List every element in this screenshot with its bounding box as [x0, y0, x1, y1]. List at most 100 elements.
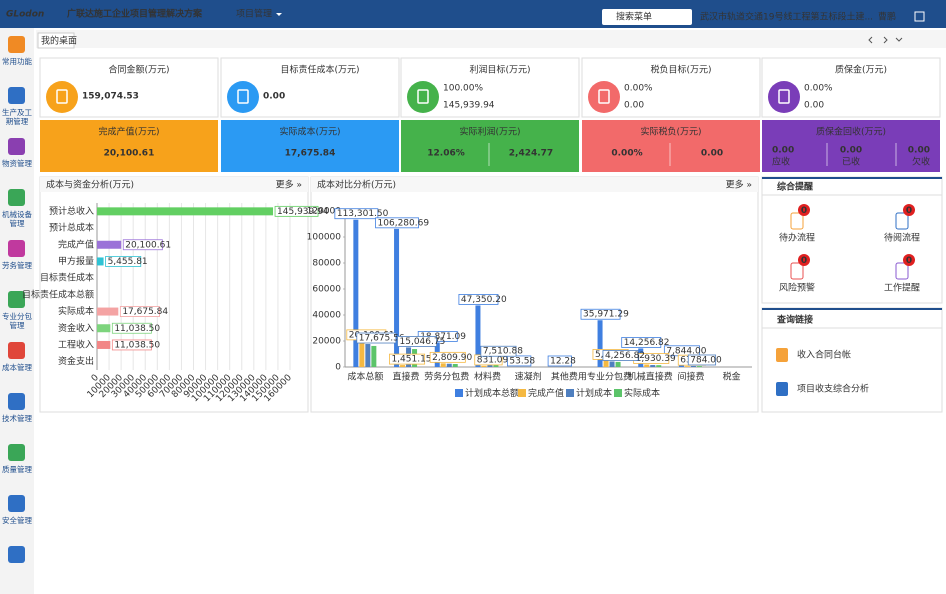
chart-panel [39, 176, 309, 413]
value-label-box [111, 322, 152, 334]
project-select[interactable]: 武汉市轨道交通19号线工程第五标段土建... [700, 11, 873, 23]
value-label: 5,455.81 [108, 257, 148, 267]
nav-item[interactable]: 生产及工期管理 [2, 108, 32, 126]
y-tick-label: 完成产值 [58, 238, 94, 250]
kpi-value: 0.00 [908, 146, 930, 156]
nav-item[interactable]: 物资管理 [2, 159, 32, 168]
bar [475, 305, 481, 367]
nav-item[interactable]: 劳务管理 [2, 261, 32, 270]
x-tick-label: 其他费用 [551, 371, 587, 383]
search-input[interactable]: 搜索菜单 [616, 11, 652, 23]
more-link[interactable]: 更多 » [726, 179, 752, 191]
card-value: 0.00 [624, 101, 644, 111]
menu[interactable]: 项目管理 [236, 8, 272, 20]
bar [97, 307, 119, 316]
value-label: 831.09 [477, 355, 509, 365]
card-icon-glyph [598, 89, 610, 104]
kpi-value: 20,100.61 [104, 149, 155, 159]
card-icon [407, 81, 439, 113]
y-tick-label: 80000 [312, 259, 341, 269]
value-label-box [274, 205, 319, 217]
bar [684, 366, 690, 367]
reminder-icon [790, 262, 804, 280]
panel-accent [762, 177, 942, 179]
panel-accent [762, 308, 942, 310]
reminder-label[interactable]: 待办流程 [779, 232, 815, 244]
nav-item[interactable]: 常用功能 [2, 57, 32, 66]
nav-item[interactable]: 质量管理 [2, 465, 32, 474]
bar [365, 344, 371, 367]
nav-icon [8, 393, 25, 410]
bar [656, 365, 662, 367]
y-tick-label: 预计总成本 [49, 222, 94, 234]
badge-count: 0 [906, 256, 912, 266]
tab-bar [36, 30, 946, 48]
y-tick-label: 目标责任成本总额 [22, 288, 94, 300]
bar [97, 207, 274, 216]
panel-title: 综合提醒 [777, 181, 813, 193]
y-tick-label: 40000 [312, 311, 341, 321]
nav-item[interactable]: 安全管理 [2, 516, 32, 525]
value-label-box [602, 350, 639, 361]
value-label-box [480, 345, 517, 357]
legend-label: 计划成本 [576, 387, 612, 399]
nav-item[interactable]: 专业分包管理 [2, 312, 32, 330]
reminder-label[interactable]: 待阅流程 [884, 232, 920, 244]
value-label-box [580, 308, 621, 320]
bar [97, 340, 111, 349]
y-tick-label: 100000 [307, 233, 342, 243]
value-label: 53.58 [509, 356, 535, 366]
card-icon [227, 81, 259, 113]
value-label: 47,350.20 [461, 295, 507, 305]
y-tick-label: 120000 [307, 207, 342, 217]
value-label-box [122, 239, 163, 251]
link[interactable]: 收入合同台帐 [797, 349, 851, 361]
value-label-box [687, 354, 717, 366]
value-label-box [105, 256, 142, 267]
more-link[interactable]: 更多 » [276, 179, 302, 191]
kpi-title: 实际税负(万元) [640, 126, 701, 138]
bar [452, 364, 458, 367]
value-label: 15,046.75 [400, 337, 446, 347]
reminder-label[interactable]: 工作提醒 [884, 282, 920, 294]
nav-icon [8, 291, 25, 308]
value-label-box [621, 337, 662, 348]
user-menu[interactable]: 曹鹏 [878, 11, 896, 23]
x-tick-label: 成本总额 [347, 371, 383, 383]
nav-icon [8, 342, 25, 359]
value-label-box [547, 355, 572, 367]
bar [446, 363, 452, 367]
tab-controls[interactable] [868, 36, 903, 44]
kpi-value: 0.00 [840, 146, 862, 156]
nav-icon [8, 240, 25, 257]
value-label-box [119, 306, 160, 317]
card-value: 0.00 [263, 92, 285, 102]
card-icon-glyph [237, 89, 249, 104]
card-value: 0.00 [804, 101, 824, 111]
value-label: 11,038.50 [114, 324, 160, 334]
chart-title: 成本对比分析(万元) [317, 179, 396, 191]
nav-item[interactable]: 成本管理 [2, 363, 32, 372]
badge-count: 0 [801, 256, 807, 266]
bar [609, 361, 615, 367]
bar [353, 219, 359, 367]
reminder-label[interactable]: 风险预警 [779, 282, 815, 294]
bar [359, 340, 365, 367]
kpi-value: 17,675.84 [285, 149, 336, 159]
card-title: 利润目标(万元) [469, 64, 530, 76]
bar [690, 365, 696, 367]
y-tick-label: 实际成本 [58, 305, 94, 317]
nav-item[interactable]: 机械设备管理 [2, 210, 32, 228]
tab-label[interactable]: 我的桌面 [41, 35, 77, 47]
y-tick-label: 甲方报量 [58, 255, 94, 267]
nav-item[interactable]: 技术管理 [2, 414, 32, 423]
kpi-card [401, 120, 579, 172]
link[interactable]: 项目收支综合分析 [797, 383, 869, 395]
kpi-value: 2,424.77 [509, 149, 553, 159]
y-tick-label: 0 [335, 363, 341, 373]
y-tick-label: 60000 [312, 285, 341, 295]
legend-label: 计划成本总额 [465, 387, 519, 399]
badge-count: 0 [801, 206, 807, 216]
